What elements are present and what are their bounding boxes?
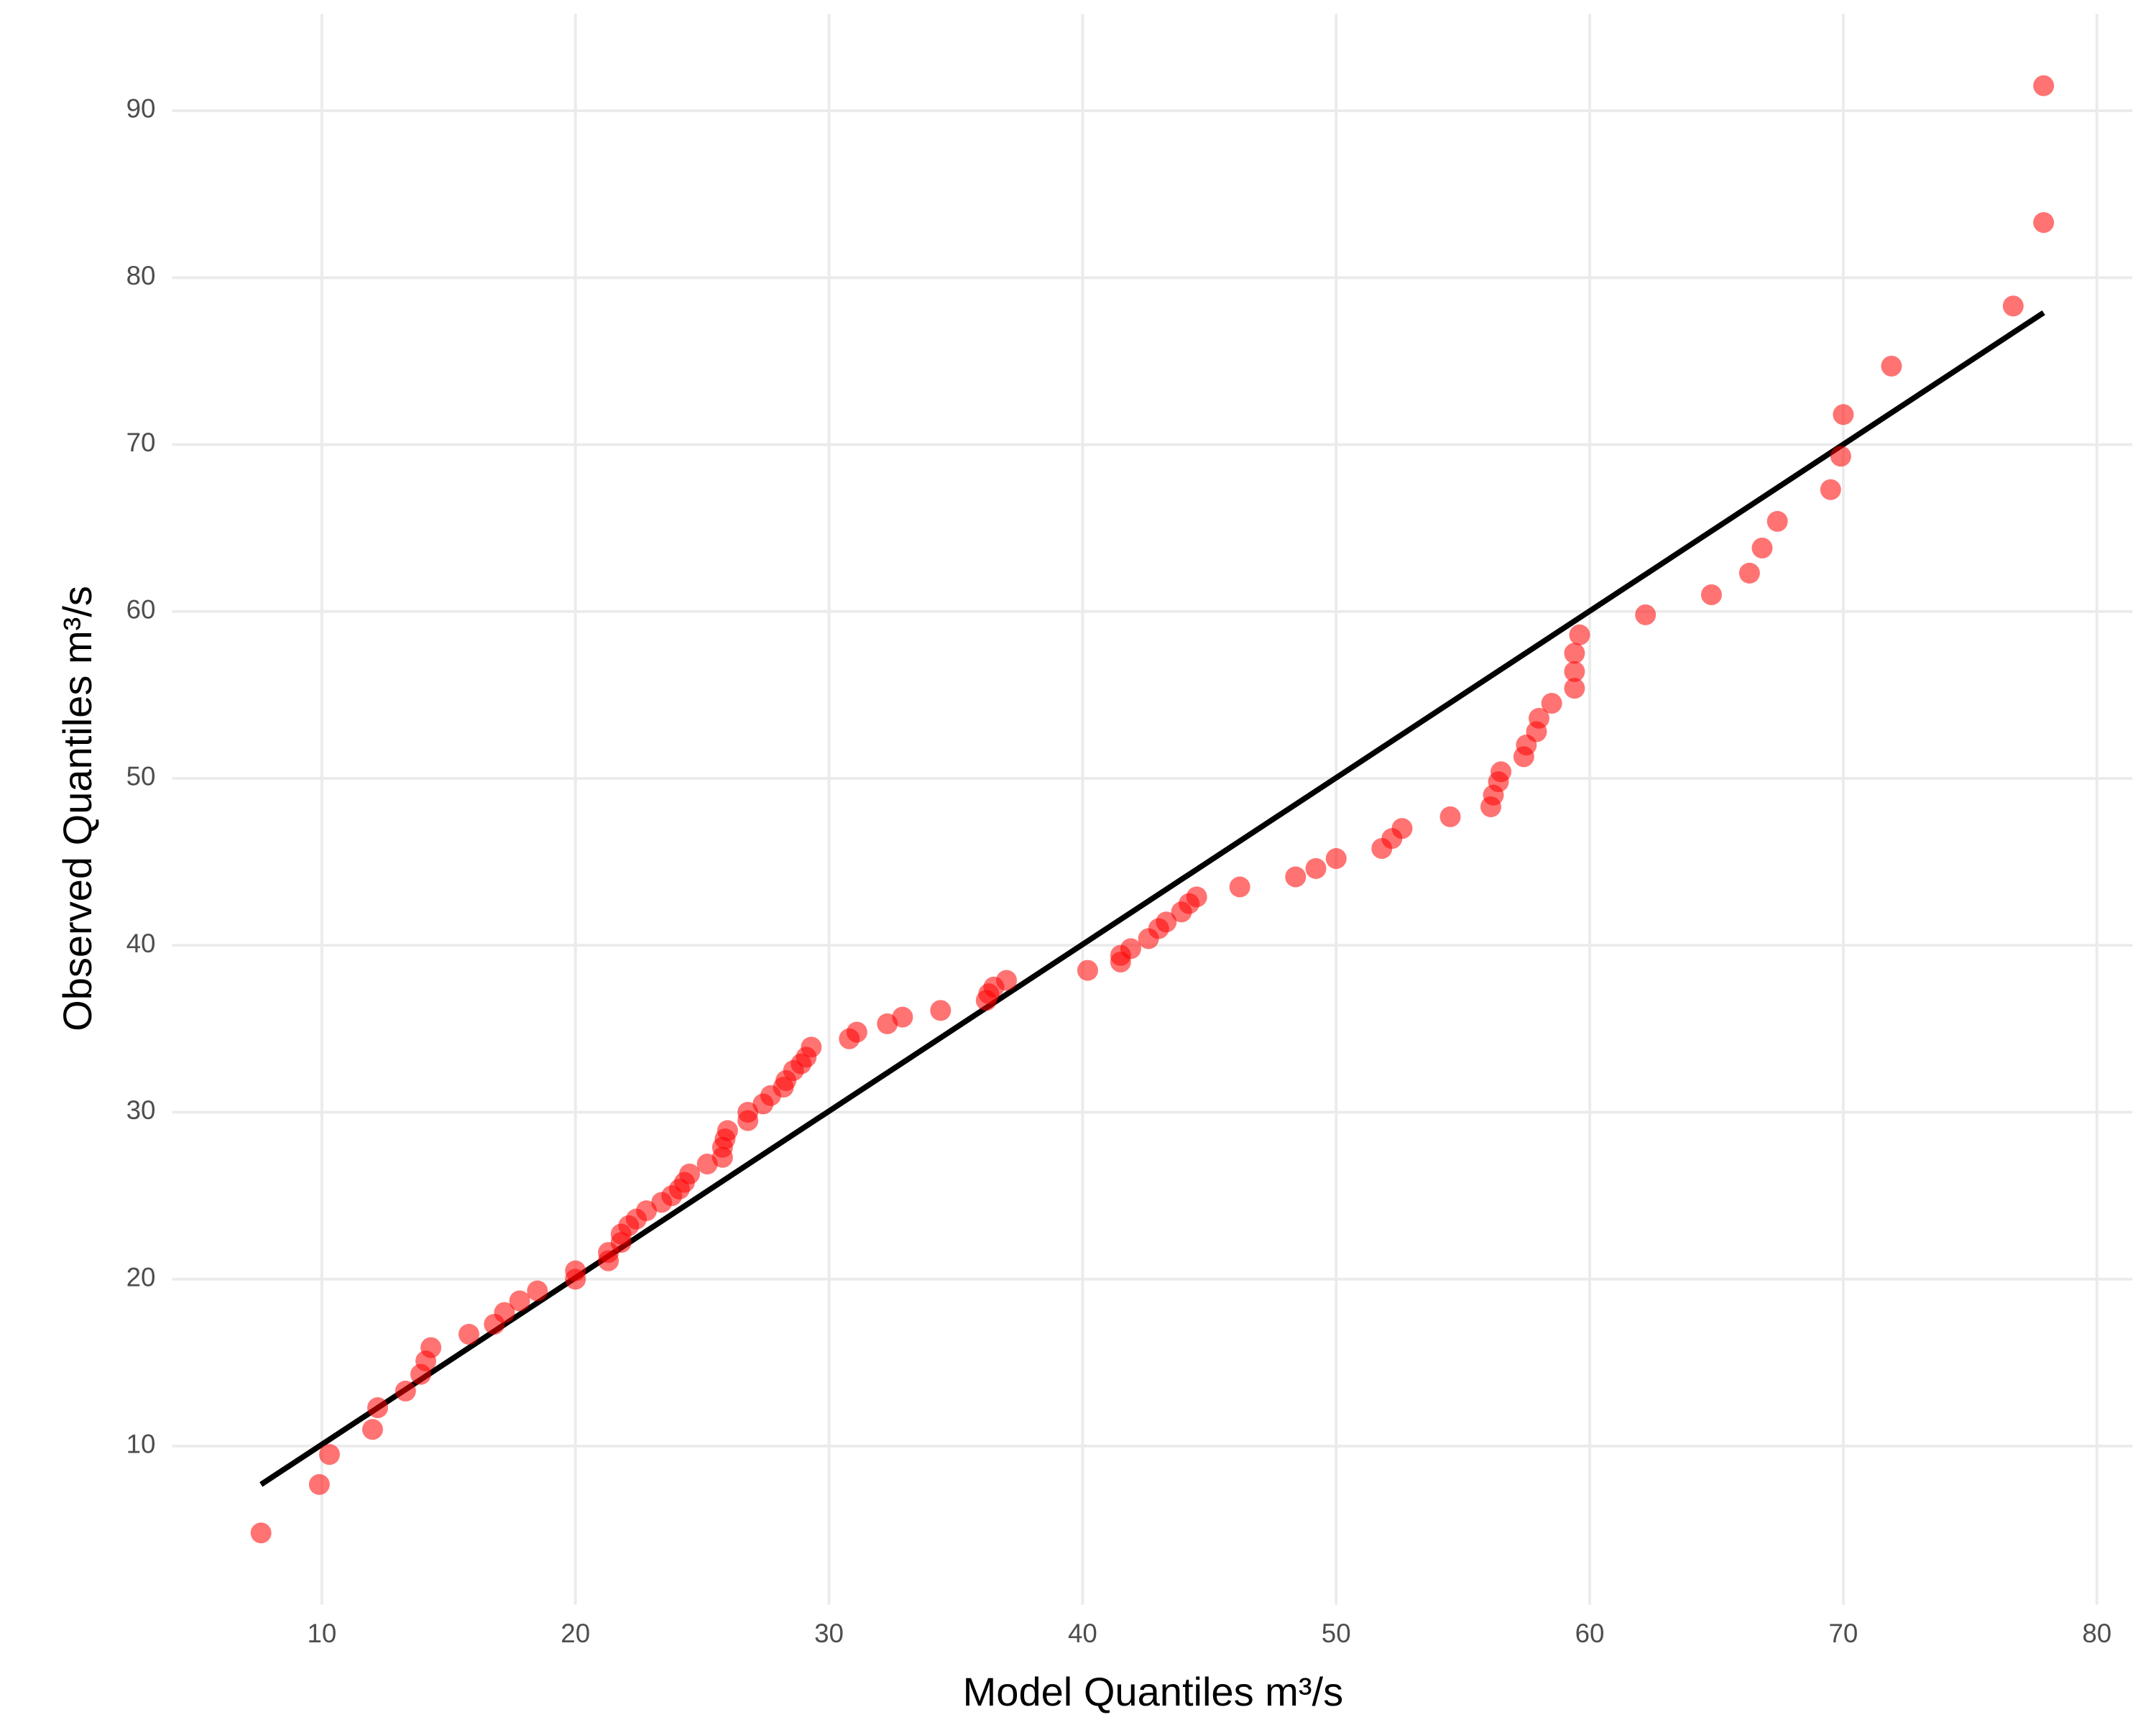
point	[1541, 692, 1562, 714]
point	[509, 1290, 530, 1312]
point	[1635, 604, 1657, 625]
point	[1528, 707, 1549, 729]
point	[717, 1120, 738, 1141]
point	[1285, 866, 1307, 888]
point	[1569, 624, 1590, 645]
point	[361, 1419, 383, 1440]
point	[2033, 212, 2055, 234]
point	[678, 1163, 700, 1184]
y-tick-label: 10	[126, 1430, 156, 1459]
point	[1491, 761, 1512, 783]
point	[527, 1280, 548, 1302]
y-axis-title: Observed Quantiles m³/s	[55, 586, 100, 1031]
point	[1881, 355, 1902, 377]
point	[1077, 960, 1098, 981]
point	[1564, 661, 1585, 682]
point	[1229, 876, 1250, 898]
y-tick-label: 70	[126, 428, 156, 457]
point	[395, 1380, 416, 1402]
x-tick-label: 30	[814, 1619, 844, 1648]
point	[1564, 678, 1585, 699]
x-tick-label: 50	[1322, 1619, 1351, 1648]
x-axis-title: Model Quantiles m³/s	[963, 1669, 1344, 1714]
point	[1391, 818, 1413, 840]
x-tick-label: 40	[1068, 1619, 1097, 1648]
point	[1305, 857, 1327, 879]
point	[494, 1302, 515, 1323]
point	[1325, 847, 1347, 869]
point	[1186, 886, 1207, 908]
point	[420, 1337, 442, 1358]
y-tick-label: 50	[126, 762, 156, 791]
point	[1830, 446, 1851, 467]
point	[2002, 295, 2024, 317]
point	[930, 1000, 952, 1021]
point	[250, 1522, 272, 1544]
point	[892, 1006, 913, 1028]
point	[996, 970, 1018, 991]
point	[1700, 584, 1722, 606]
point	[308, 1473, 330, 1495]
point	[318, 1444, 340, 1466]
y-tick-label: 90	[126, 94, 156, 124]
point	[1766, 510, 1788, 532]
point	[2033, 75, 2055, 96]
x-tick-label: 60	[1575, 1619, 1605, 1648]
x-tick-label: 70	[1828, 1619, 1858, 1648]
point	[1120, 938, 1141, 960]
y-tick-label: 20	[126, 1262, 156, 1292]
x-tick-label: 20	[561, 1619, 590, 1648]
point	[565, 1260, 586, 1282]
point	[459, 1323, 480, 1345]
y-tick-label: 60	[126, 594, 156, 624]
point	[1439, 806, 1461, 827]
reference-line	[259, 310, 2045, 1487]
x-tick-label: 80	[2082, 1619, 2111, 1648]
point	[1156, 911, 1177, 933]
point	[636, 1200, 657, 1222]
point	[737, 1101, 759, 1123]
point	[801, 1036, 822, 1058]
point	[1820, 479, 1841, 500]
y-tick-label: 40	[126, 929, 156, 958]
point	[1564, 643, 1585, 664]
point	[846, 1021, 867, 1043]
point	[1738, 562, 1760, 584]
y-tick-label: 30	[126, 1095, 156, 1125]
point	[1751, 538, 1773, 559]
x-tick-label: 10	[307, 1619, 336, 1648]
y-tick-label: 80	[126, 261, 156, 290]
point	[367, 1397, 388, 1419]
point	[1833, 404, 1854, 426]
